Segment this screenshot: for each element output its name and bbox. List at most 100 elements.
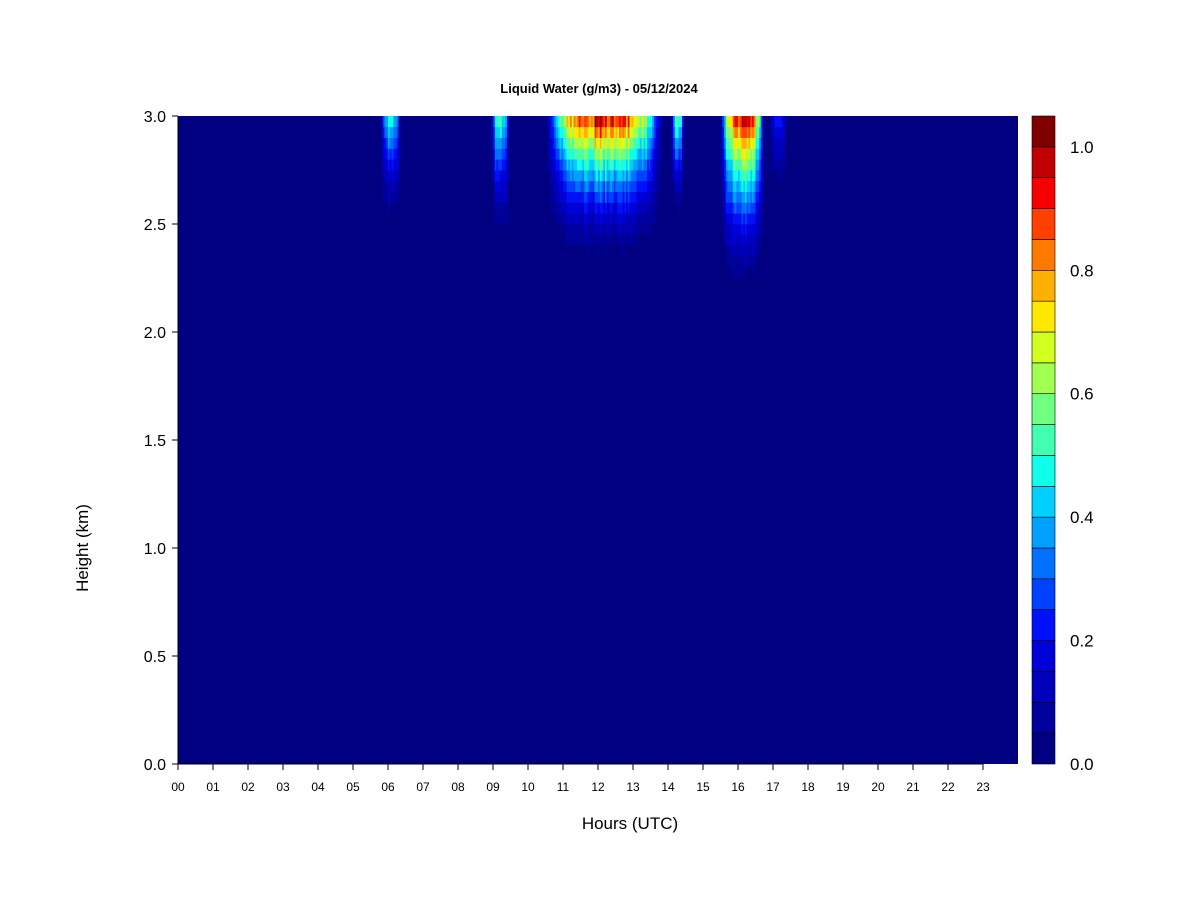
heatmap-cell [657, 180, 660, 192]
heatmap-cell [629, 213, 632, 225]
heatmap-cell [645, 202, 648, 214]
heatmap-cell [556, 137, 559, 149]
heatmap-cell [568, 213, 571, 225]
heatmap-cell [500, 180, 503, 192]
heatmap-cell [395, 126, 398, 138]
heatmap-cell [589, 170, 592, 182]
heatmap-cell [563, 148, 566, 160]
heatmap-cell [573, 148, 576, 160]
heatmap-cell [584, 116, 587, 128]
heatmap-cell [605, 116, 608, 128]
heatmap-cell [752, 137, 755, 149]
heatmap-cell [598, 116, 601, 128]
heatmap-cell [577, 202, 580, 214]
heatmap-cell [599, 191, 602, 203]
heatmap-cell [624, 137, 627, 149]
heatmap-cell [778, 170, 781, 182]
heatmap-cell [745, 245, 748, 257]
heatmap-cell [624, 224, 627, 236]
heatmap-cell [629, 116, 632, 128]
heatmap-cell [774, 116, 777, 128]
heatmap-cell [617, 224, 620, 236]
heatmap-cell [589, 148, 592, 160]
heatmap-cell [494, 191, 497, 203]
heatmap-cell [620, 213, 623, 225]
heatmap-cell [633, 202, 636, 214]
heatmap-cell [605, 191, 608, 203]
heatmap-cell [722, 191, 725, 203]
heatmap-cell [622, 191, 625, 203]
heatmap-cell [648, 159, 651, 171]
heatmap-cell [589, 159, 592, 171]
heatmap-cell [643, 126, 646, 138]
heatmap-cell [753, 170, 756, 182]
heatmap-cell [564, 137, 567, 149]
heatmap-cell [741, 234, 744, 246]
heatmap-cell [388, 137, 391, 149]
heatmap-cell [724, 159, 727, 171]
heatmap-cell [641, 126, 644, 138]
heatmap-cell [577, 234, 580, 246]
heatmap-cell [755, 224, 758, 236]
heatmap-cell [496, 148, 499, 160]
heatmap-cell [575, 148, 578, 160]
heatmap-cell [732, 116, 735, 128]
heatmap-cell [605, 180, 608, 192]
heatmap-cell [648, 116, 651, 128]
heatmap-cell [554, 170, 557, 182]
heatmap-cell [636, 116, 639, 128]
heatmap-cell [503, 213, 506, 225]
heatmap-cell [594, 202, 597, 214]
heatmap-cell [610, 180, 613, 192]
heatmap-cell [645, 180, 648, 192]
y-tick-label: 2.0 [144, 325, 166, 342]
heatmap-cell [578, 148, 581, 160]
heatmap-cell [608, 213, 611, 225]
heatmap-cell [725, 116, 728, 128]
heatmap-cell [725, 234, 728, 246]
heatmap-cell [395, 159, 398, 171]
heatmap-cell [753, 137, 756, 149]
y-tick-label: 3.0 [144, 109, 166, 126]
heatmap-cell [396, 191, 399, 203]
heatmap-cell [738, 137, 741, 149]
heatmap-cell [615, 180, 618, 192]
heatmap-cell [598, 137, 601, 149]
heatmap-cell [725, 137, 728, 149]
heatmap-cell [743, 234, 746, 246]
heatmap-cell [741, 126, 744, 138]
heatmap-cell [612, 202, 615, 214]
heatmap-cell [498, 148, 501, 160]
heatmap-cell [568, 148, 571, 160]
heatmap-cell [645, 159, 648, 171]
heatmap-cell [601, 180, 604, 192]
heatmap-cell [610, 148, 613, 160]
heatmap-cell [596, 234, 599, 246]
heatmap-cell [654, 191, 657, 203]
heatmap-cell [570, 159, 573, 171]
heatmap-cell [622, 170, 625, 182]
colorbar: 0.0 0.2 0.4 0.6 0.8 1.0 [1031, 115, 1094, 774]
heatmap-cell [746, 191, 749, 203]
heatmap-cell [382, 126, 385, 138]
heatmap-cell [577, 159, 580, 171]
heatmap-cell [587, 148, 590, 160]
heatmap-cell [752, 213, 755, 225]
heatmap-cell [610, 234, 613, 246]
heatmap-cell [573, 202, 576, 214]
heatmap-cell [720, 116, 723, 128]
heatmap-cell [745, 224, 748, 236]
heatmap-cell [575, 159, 578, 171]
heatmap-cell [591, 202, 594, 214]
heatmap-cell [386, 148, 389, 160]
y-tick-label: 0.5 [144, 649, 166, 666]
heatmap-cell [778, 137, 781, 149]
heatmap-cell [505, 213, 508, 225]
heatmap-cell [729, 170, 732, 182]
heatmap-cell [734, 116, 737, 128]
heatmap-cell [755, 245, 758, 257]
heatmap-cell [384, 180, 387, 192]
heatmap-cell [678, 116, 681, 128]
heatmap-cell [643, 180, 646, 192]
